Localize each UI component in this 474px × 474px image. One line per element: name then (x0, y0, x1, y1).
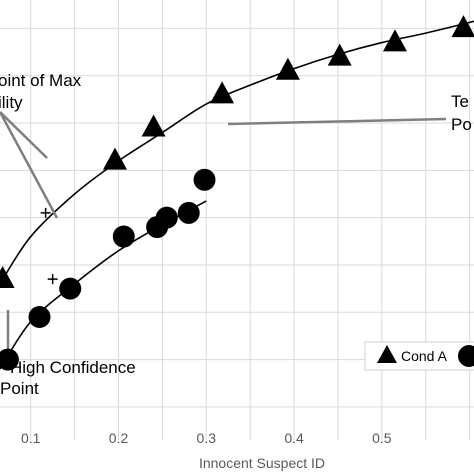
annotation-max-utility-line1: oint of Max (0, 71, 82, 90)
x-tick-label: 0.1 (21, 430, 41, 446)
legend: Cond A (364, 341, 474, 371)
annotation-right-line1: Te (451, 92, 469, 111)
annotation-max-utility-line2: ility (0, 93, 23, 112)
triangle-marker (327, 43, 352, 66)
fit-curve (0, 20, 474, 285)
legend-triangle-marker (377, 345, 397, 363)
legend-label-cond-a: Cond A (401, 348, 448, 364)
x-tick-labels: 0.1 0.2 0.3 0.4 0.5 (21, 430, 392, 446)
circle-marker (0, 348, 19, 371)
circle-marker (112, 225, 135, 248)
triangle-marker (141, 114, 166, 137)
circle-marker (59, 277, 82, 300)
annotation-right-line2: Po (451, 115, 472, 134)
triangle-marker (451, 15, 474, 38)
annotation-right: Te Po (451, 92, 472, 134)
plus-marker (47, 274, 58, 285)
x-tick-label: 0.4 (284, 430, 304, 446)
annotation-high-confidence-line1: High Confidence (10, 358, 136, 377)
annotation-pointer (227, 117, 447, 126)
annotation-high-confidence-line2: Point (0, 379, 39, 398)
x-axis-title: Innocent Suspect ID (199, 455, 325, 471)
annotation-pointer (0, 111, 59, 219)
triangle-marker (275, 57, 300, 80)
annotation-max-utility: oint of Max ility (0, 71, 82, 112)
annotation-pointer-lines (0, 111, 447, 350)
plus-markers (40, 207, 58, 285)
x-tick-label: 0.5 (372, 430, 392, 446)
legend-circle-marker (458, 345, 474, 367)
annotation-pointer (0, 111, 48, 159)
circle-marker (193, 168, 216, 191)
triangle-marker (102, 147, 127, 170)
plus-marker (40, 207, 51, 218)
x-tick-label: 0.3 (197, 430, 217, 446)
annotation-high-confidence: High Confidence Point (0, 358, 136, 398)
triangle-marker (0, 265, 15, 288)
circle-marker (155, 206, 178, 229)
data-markers (0, 15, 474, 371)
circle-marker (28, 305, 51, 328)
triangle-marker (383, 29, 407, 52)
triangle-marker (210, 81, 235, 104)
x-tick-label: 0.2 (109, 430, 129, 446)
circle-marker (177, 201, 200, 224)
